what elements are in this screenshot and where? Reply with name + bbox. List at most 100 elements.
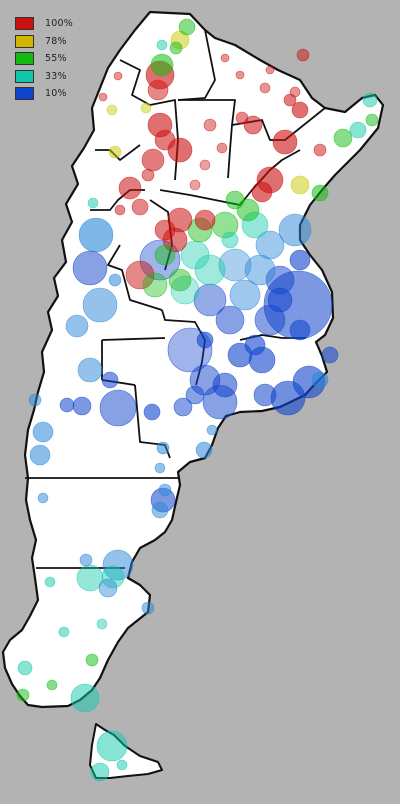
data-bubble — [98, 578, 118, 598]
data-bubble — [206, 424, 218, 436]
data-bubble — [140, 102, 152, 114]
data-bubble — [185, 385, 205, 405]
data-bubble — [289, 319, 311, 341]
data-bubble — [225, 190, 245, 210]
bubble-layer — [16, 18, 379, 782]
data-bubble — [267, 287, 293, 313]
data-bubble — [296, 48, 310, 62]
data-bubble — [253, 383, 277, 407]
data-bubble — [333, 128, 353, 148]
data-bubble — [272, 129, 298, 155]
data-bubble — [194, 209, 216, 231]
data-bubble — [167, 137, 193, 163]
data-bubble — [259, 82, 271, 94]
data-bubble — [90, 762, 110, 782]
data-bubble — [154, 244, 176, 266]
data-bubble — [195, 441, 213, 459]
data-bubble — [203, 118, 217, 132]
data-bubble — [76, 564, 104, 592]
country-outline — [1, 10, 385, 709]
data-bubble — [178, 18, 196, 36]
data-bubble — [114, 204, 126, 216]
data-bubble — [101, 371, 119, 389]
legend-label-100: 100% — [45, 18, 73, 29]
data-bubble — [142, 272, 168, 298]
data-bubble — [365, 113, 379, 127]
data-bubble — [321, 346, 339, 364]
data-bubble — [116, 759, 128, 771]
legend-swatch-yellow — [15, 34, 34, 48]
data-bubble — [251, 181, 273, 203]
data-bubble — [156, 39, 168, 51]
data-bubble — [229, 279, 261, 311]
data-bubble — [199, 159, 211, 171]
data-bubble — [151, 501, 169, 519]
data-bubble — [58, 626, 70, 638]
data-bubble — [59, 397, 75, 413]
legend-swatch-blue — [15, 87, 34, 100]
data-bubble — [78, 217, 114, 253]
data-bubble — [193, 283, 227, 317]
data-bubble — [168, 268, 192, 292]
data-bubble — [278, 213, 312, 247]
data-bubble — [29, 444, 51, 466]
data-bubble — [227, 342, 253, 368]
data-bubble — [108, 145, 122, 159]
legend-row-10: 10% — [15, 85, 73, 102]
data-bubble — [87, 197, 99, 209]
data-bubble — [194, 254, 226, 286]
data-bubble — [158, 483, 172, 497]
legend-swatch-red — [15, 17, 34, 30]
data-bubble — [96, 730, 128, 762]
data-bubble — [362, 92, 378, 108]
data-bubble — [216, 142, 228, 154]
data-bubble — [125, 260, 155, 290]
data-bubble — [77, 357, 103, 383]
data-bubble — [349, 121, 367, 139]
legend-row-55: 55% — [15, 50, 73, 67]
data-bubble — [85, 653, 99, 667]
data-bubble — [141, 168, 155, 182]
legend-row-33: 33% — [15, 68, 73, 85]
data-bubble — [98, 92, 108, 102]
data-bubble — [291, 101, 309, 119]
data-bubble — [96, 618, 108, 630]
data-bubble — [108, 273, 122, 287]
data-bubble — [255, 230, 285, 260]
data-bubble — [82, 287, 118, 323]
data-bubble — [235, 111, 249, 125]
data-bubble — [169, 41, 183, 55]
data-bubble — [218, 248, 252, 282]
data-bubble — [196, 331, 214, 349]
data-bubble — [16, 688, 30, 702]
legend: 100% 78% 55% 33% 10% — [15, 15, 73, 103]
data-bubble — [156, 441, 170, 455]
data-bubble — [28, 393, 42, 407]
data-bubble — [46, 679, 58, 691]
data-bubble — [243, 115, 263, 135]
data-bubble — [72, 250, 108, 286]
data-bubble — [290, 175, 310, 195]
data-bubble — [102, 549, 134, 581]
data-bubble — [79, 553, 93, 567]
data-bubble — [212, 372, 238, 398]
data-bubble — [44, 576, 56, 588]
data-bubble — [17, 660, 33, 676]
data-bubble — [141, 601, 155, 615]
data-bubble — [248, 346, 276, 374]
data-bubble — [189, 179, 201, 191]
data-bubble — [113, 71, 123, 81]
data-bubble — [106, 104, 118, 116]
data-bubble — [311, 184, 329, 202]
data-bubble — [220, 53, 230, 63]
data-bubble — [99, 389, 137, 427]
data-bubble — [283, 93, 297, 107]
data-bubble — [150, 53, 174, 77]
data-bubble — [65, 314, 89, 338]
data-bubble — [313, 143, 327, 157]
legend-label-10: 10% — [45, 88, 67, 99]
data-bubble — [32, 421, 54, 443]
data-bubble — [221, 231, 239, 249]
